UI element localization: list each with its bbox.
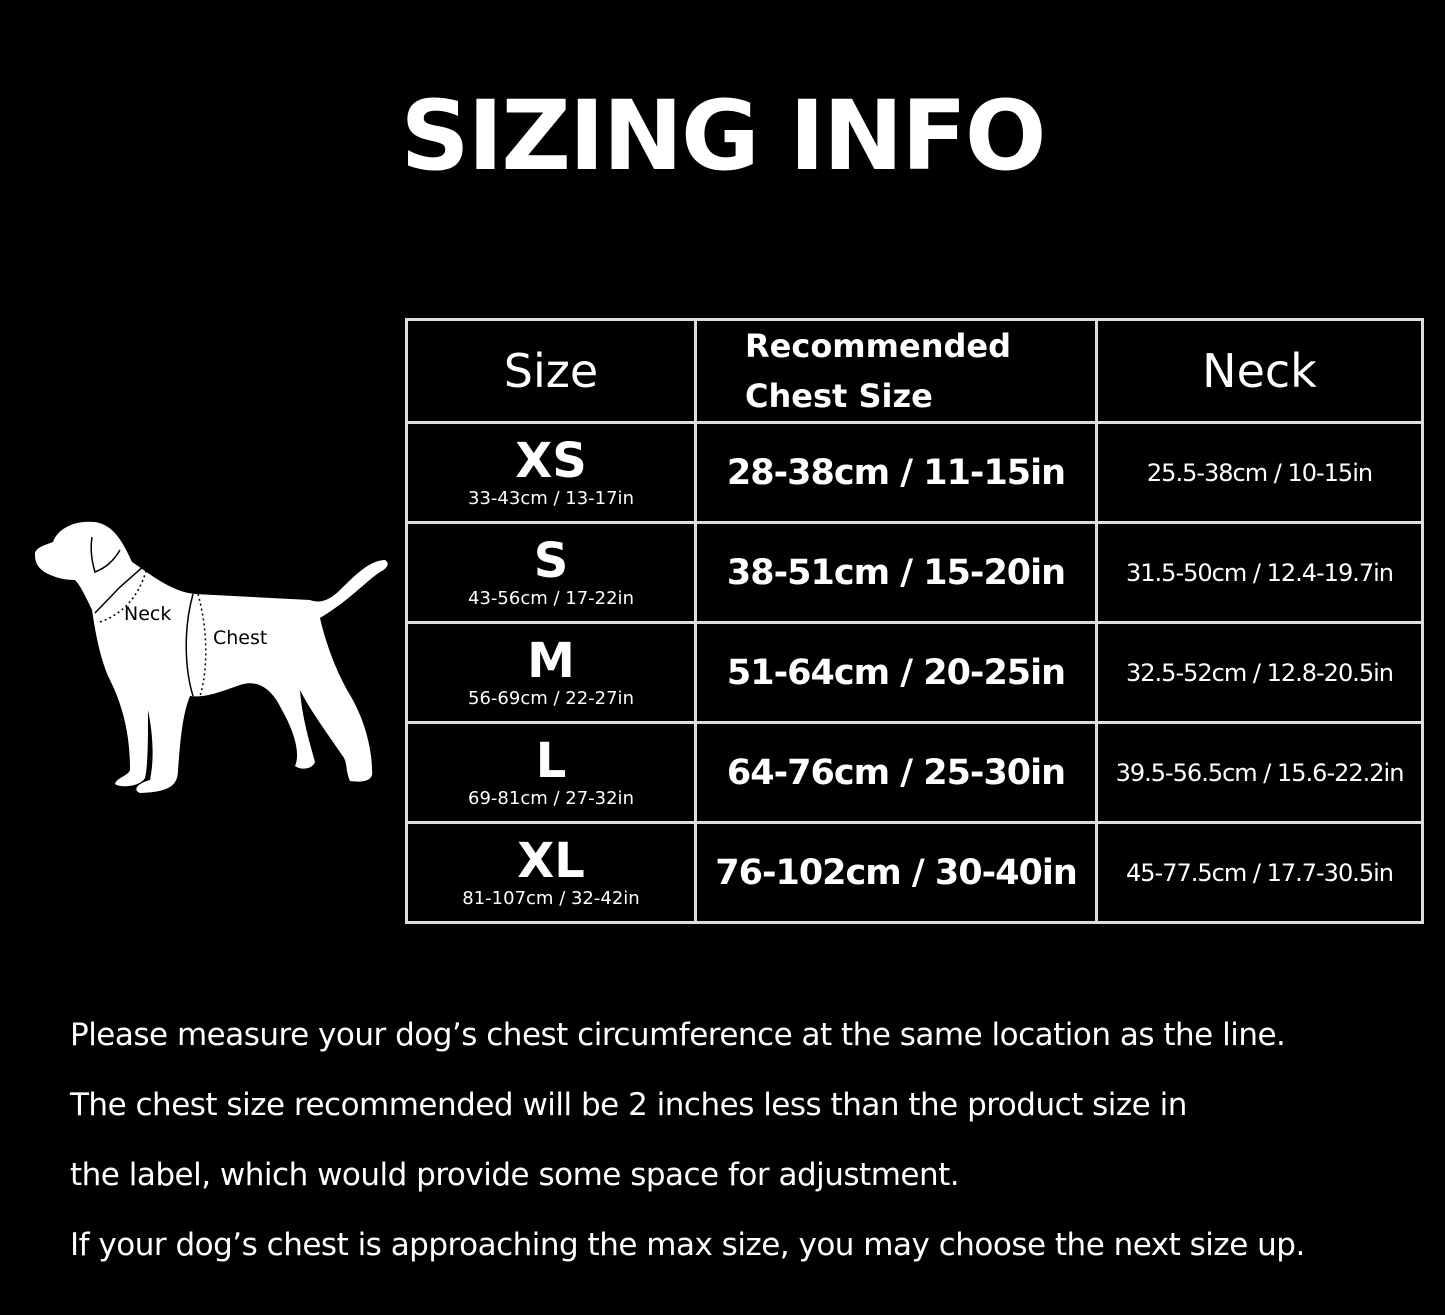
header-size: Size (405, 318, 697, 424)
size-label: XL (517, 833, 585, 889)
size-label: XS (515, 433, 587, 489)
chest-label: Chest (213, 627, 267, 649)
size-cell: L 69-81cm / 27-32in (405, 721, 697, 824)
chest-cell: 38-51cm / 15-20in (694, 521, 1098, 624)
table-header-row: Size Recommended Chest Size Neck (405, 318, 1424, 424)
product-size: 33-43cm / 13-17in (468, 488, 634, 509)
page-title: SIZING INFO (400, 80, 1047, 192)
table-row: M 56-69cm / 22-27in 51-64cm / 20-25in 32.… (405, 621, 1424, 724)
neck-cell: 39.5-56.5cm / 15.6-22.2in (1095, 721, 1424, 824)
header-chest-line1: Recommended (745, 327, 1011, 365)
chest-dotted-line (197, 593, 207, 697)
ear-line (90, 536, 121, 574)
size-cell: XL 81-107cm / 32-42in (405, 821, 697, 924)
chest-cell: 28-38cm / 11-15in (694, 421, 1098, 524)
note-line: the label, which would provide some spac… (70, 1157, 960, 1193)
chest-cell: 76-102cm / 30-40in (694, 821, 1098, 924)
note-line: The chest size recommended will be 2 inc… (70, 1087, 1187, 1123)
neck-cell: 25.5-38cm / 10-15in (1095, 421, 1424, 524)
neck-cell: 45-77.5cm / 17.7-30.5in (1095, 821, 1424, 924)
sizing-table: Size Recommended Chest Size Neck XS 33-43c… (405, 318, 1424, 924)
dog-measurement-diagram: Neck Chest (34, 521, 388, 793)
table-row: S 43-56cm / 17-22in 38-51cm / 15-20in 31.… (405, 521, 1424, 624)
note-line: If your dog’s chest is approaching the m… (70, 1227, 1305, 1263)
chest-line (185, 593, 194, 697)
dog-silhouette (34, 521, 388, 793)
product-size: 81-107cm / 32-42in (462, 888, 640, 909)
size-label: L (535, 733, 567, 789)
neck-cell: 31.5-50cm / 12.4-19.7in (1095, 521, 1424, 624)
table-row: XS 33-43cm / 13-17in 28-38cm / 11-15in 25… (405, 421, 1424, 524)
table-row: XL 81-107cm / 32-42in 76-102cm / 30-40in … (405, 821, 1424, 924)
chest-cell: 51-64cm / 20-25in (694, 621, 1098, 724)
measurement-notes: Please measure your dog’s chest circumfe… (70, 1000, 1305, 1280)
size-label: S (533, 533, 569, 589)
product-size: 69-81cm / 27-32in (468, 788, 634, 809)
header-chest: Recommended Chest Size (694, 318, 1098, 424)
product-size: 43-56cm / 17-22in (468, 588, 634, 609)
size-cell: XS 33-43cm / 13-17in (405, 421, 697, 524)
neck-label: Neck (124, 603, 171, 625)
neck-cell: 32.5-52cm / 12.8-20.5in (1095, 621, 1424, 724)
header-neck: Neck (1095, 318, 1424, 424)
product-size: 56-69cm / 22-27in (468, 688, 634, 709)
size-cell: S 43-56cm / 17-22in (405, 521, 697, 624)
header-chest-line2: Chest Size (745, 377, 933, 415)
size-cell: M 56-69cm / 22-27in (405, 621, 697, 724)
table-row: L 69-81cm / 27-32in 64-76cm / 25-30in 39.… (405, 721, 1424, 824)
note-line: Please measure your dog’s chest circumfe… (70, 1017, 1286, 1053)
chest-cell: 64-76cm / 25-30in (694, 721, 1098, 824)
size-label: M (527, 633, 575, 689)
neck-line (94, 564, 146, 614)
neck-dotted-line (99, 567, 148, 623)
